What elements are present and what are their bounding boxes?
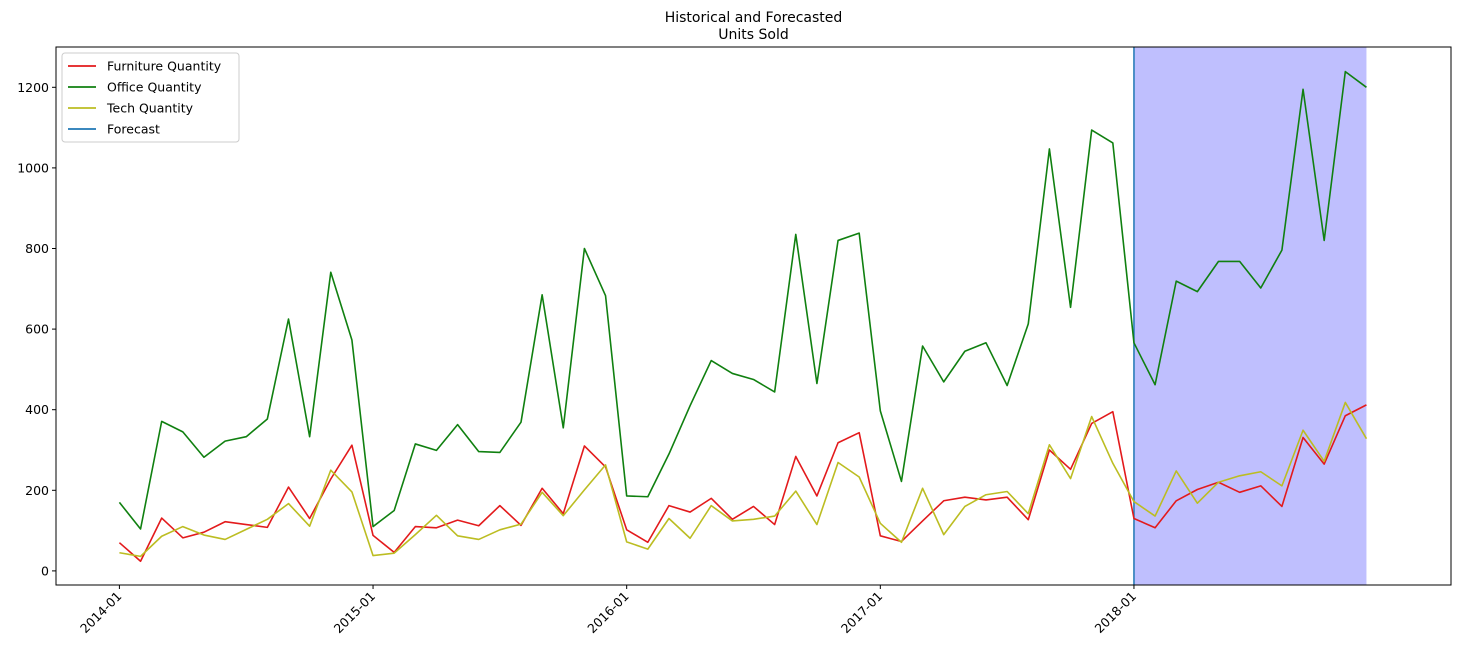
chart-subtitle: Units Sold: [718, 27, 788, 43]
legend: Furniture Quantity Office Quantity Tech Qu…: [61, 52, 240, 143]
series-line-furniture-quantity: [118, 404, 1367, 563]
chart-title: Historical and Forecasted: [665, 10, 843, 26]
x-tick-label: 2018-01: [1092, 589, 1140, 637]
legend-label-furniture-quantity: Furniture Quantity: [107, 59, 222, 74]
x-axis: 2014-01 2015-01 2016-01 2017-01 2018-01: [77, 585, 1139, 636]
x-tick-label: 2016-01: [584, 589, 632, 637]
legend-label-tech-quantity: Tech Quantity: [106, 101, 194, 116]
y-tick-label: 1000: [17, 160, 49, 175]
legend-label-forecast: Forecast: [107, 122, 160, 137]
x-tick-label: 2014-01: [77, 589, 125, 637]
x-tick-label: 2015-01: [331, 589, 379, 637]
series-line-tech-quantity: [119, 401, 1368, 558]
legend-label-office-quantity: Office Quantity: [107, 80, 202, 95]
forecast-region: [1133, 47, 1367, 585]
y-tick-label: 200: [25, 483, 49, 498]
y-axis: 0 200 400 600 800 1000 1200: [17, 80, 56, 578]
y-tick-label: 1200: [17, 80, 49, 95]
y-tick-label: 600: [25, 322, 49, 337]
series-line-office-quantity: [118, 70, 1367, 530]
y-tick-label: 0: [41, 563, 49, 578]
legend-box: [61, 52, 240, 143]
y-tick-label: 800: [25, 241, 49, 256]
forecast-layer: [1133, 47, 1367, 585]
x-tick-label: 2017-01: [838, 589, 886, 637]
series-layer: [118, 70, 1368, 563]
y-tick-label: 400: [25, 402, 49, 417]
plot-frame: [55, 46, 1452, 586]
